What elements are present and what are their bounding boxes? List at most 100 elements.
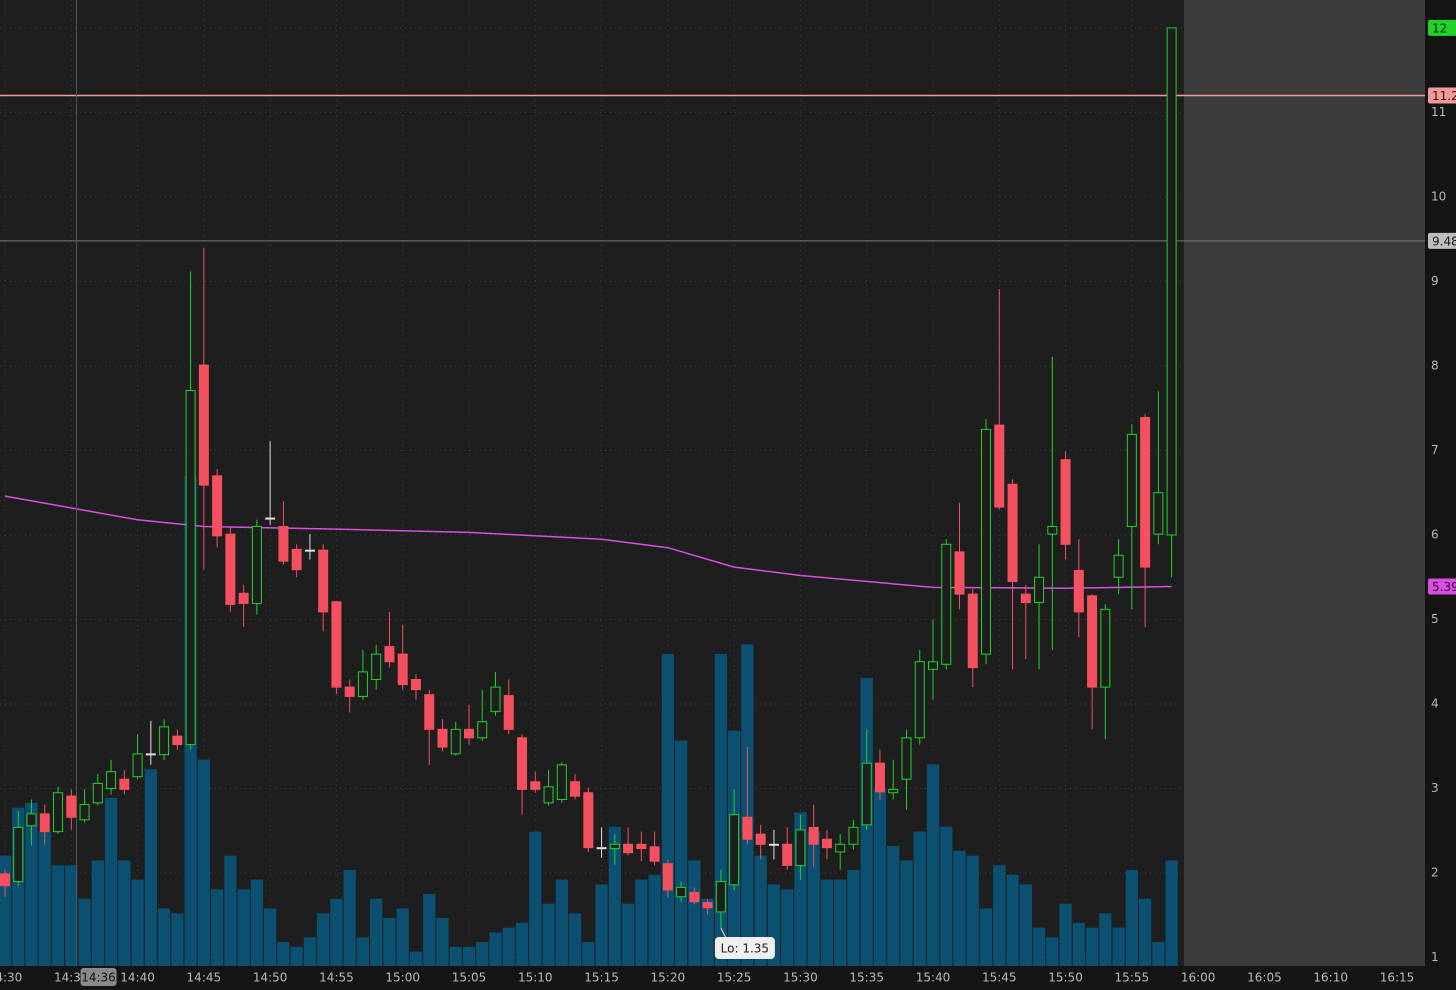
candle-body (530, 781, 541, 790)
volume-bar (847, 870, 860, 966)
candle-body (1153, 492, 1164, 535)
y-tick-label: 4 (1431, 697, 1439, 711)
candle-body (570, 781, 581, 797)
volume-bar (873, 788, 887, 966)
y-tick-label: 10 (1431, 189, 1446, 203)
candle-body (384, 646, 395, 663)
price-axis (1425, 0, 1456, 990)
volume-bar (781, 889, 794, 966)
volume-bar (635, 879, 648, 966)
candle-body (967, 593, 978, 669)
volume-bar (1046, 937, 1059, 966)
candle-body (437, 728, 448, 748)
x-tick-label: 15:50 (1048, 971, 1083, 985)
candle-body (450, 728, 461, 755)
candle-body (397, 653, 408, 686)
candle-body (755, 833, 766, 845)
candle-body (212, 475, 223, 537)
last-price-label-box (1428, 19, 1456, 36)
candle-body (0, 873, 10, 887)
ma-label-box (1428, 578, 1456, 595)
candle-body (941, 543, 952, 665)
volume-bar (25, 802, 38, 966)
candle-body (1073, 569, 1084, 613)
x-tick-label: 15:10 (518, 971, 553, 985)
volume-bar (91, 860, 104, 966)
volume-bar (887, 846, 900, 966)
volume-bar (330, 898, 343, 966)
volume-bar (237, 889, 250, 966)
candle-body (172, 735, 183, 746)
volume-bar (1099, 913, 1112, 966)
candle-body (782, 843, 793, 866)
candle-body (106, 771, 117, 790)
candle-body (1100, 608, 1111, 688)
x-tick-label: 16:05 (1247, 971, 1282, 985)
candle-body (729, 814, 740, 886)
y-tick-label: 6 (1431, 527, 1439, 541)
volume-bar (171, 913, 184, 966)
candle-body (795, 829, 806, 866)
volume-bar (317, 913, 330, 966)
y-tick-label: 3 (1431, 781, 1439, 795)
volume-bar (1085, 927, 1099, 966)
last-price-label: 12 (1432, 21, 1447, 35)
volume-bar (515, 922, 529, 966)
volume-bar (383, 918, 396, 966)
y-tick-label: 2 (1431, 866, 1439, 880)
callout-box (714, 937, 775, 959)
volume-bar (224, 855, 237, 966)
level-label-box (1428, 87, 1456, 104)
volume-bar (1138, 898, 1152, 966)
candle-body (424, 694, 435, 730)
y-tick-label: 1 (1431, 950, 1439, 964)
candle-body (53, 792, 64, 833)
volume-bar (277, 942, 290, 966)
candle-body (928, 661, 938, 670)
candle-body (238, 592, 249, 604)
candle-body (517, 737, 528, 790)
candle-body (265, 517, 276, 520)
volume-bar (621, 903, 635, 966)
volume-bar (661, 654, 674, 966)
volume-bar (290, 946, 303, 966)
y-tick-label: 7 (1431, 443, 1439, 457)
x-tick-label: 16:00 (1181, 971, 1216, 985)
volume-bar (953, 850, 966, 966)
volume-bar (701, 898, 714, 966)
x-tick-label: 16:15 (1380, 971, 1415, 985)
level-label: 11.2 (1432, 89, 1456, 103)
candle-body (1047, 526, 1058, 535)
candle-body (861, 762, 872, 826)
candle-body (715, 880, 726, 913)
volume-bar (542, 903, 555, 966)
x-tick-label: 15:45 (982, 971, 1017, 985)
x-tick-label: 15:30 (783, 971, 818, 985)
x-tick-label: 15:20 (651, 971, 686, 985)
volume-bar (0, 855, 12, 966)
candle-body (768, 843, 779, 846)
x-tick-label: 14:35 (54, 971, 89, 985)
volume-bar (648, 874, 661, 966)
x-tick-label: 14:45 (187, 971, 222, 985)
candle-body (291, 548, 302, 571)
x-tick-label: 15:05 (452, 971, 487, 985)
volume-bar (1072, 922, 1085, 966)
y-tick-label: 8 (1431, 358, 1439, 372)
time-axis (0, 966, 1456, 990)
crosshair-price-label: 9.48 (1432, 234, 1456, 248)
volume-bar (197, 759, 210, 966)
volume-bar (688, 860, 701, 966)
volume-bar (940, 826, 953, 966)
candle-body (676, 886, 687, 898)
candle-body (1034, 576, 1045, 604)
candle-body (119, 778, 130, 790)
candle-body (251, 526, 262, 604)
candle-body (185, 389, 196, 746)
candle-body (477, 721, 488, 739)
candle-body (26, 813, 37, 827)
candle-body (92, 782, 103, 804)
candle-body (304, 549, 315, 552)
axis-labels: 12345678910111214:3014:3514:4014:4514:50… (0, 19, 1456, 986)
x-tick-label: 15:15 (584, 971, 619, 985)
